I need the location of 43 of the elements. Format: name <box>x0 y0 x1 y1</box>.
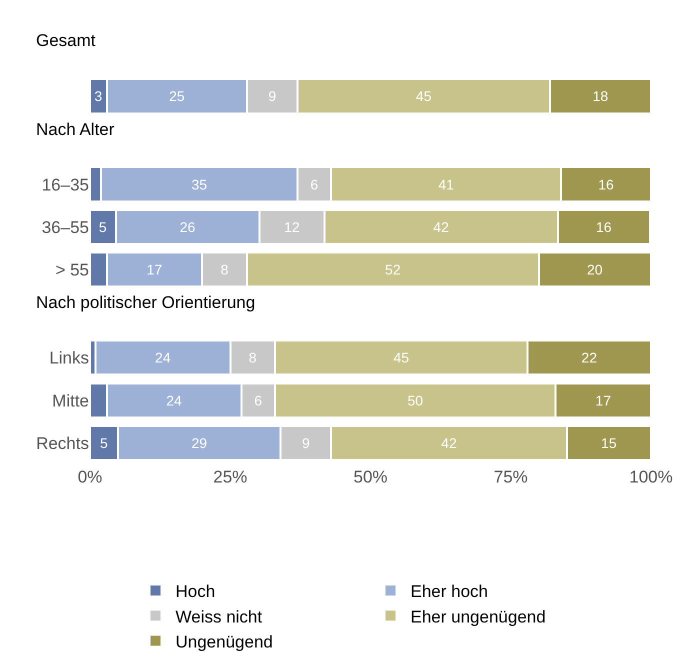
data-label: 52 <box>385 262 401 278</box>
data-label: 16 <box>596 218 612 235</box>
y-tick-label: Mitte <box>52 391 89 410</box>
data-label: 26 <box>180 218 196 235</box>
y-tick-label: 16–35 <box>42 175 89 194</box>
legend-label: Weiss nicht <box>176 607 262 626</box>
legend-label: Eher hoch <box>410 582 488 602</box>
legend-label: Eher ungenügend <box>410 607 546 626</box>
legend-label: Hoch <box>176 582 216 602</box>
data-label: 17 <box>146 262 162 278</box>
chart-title: Nach politischer Orientierung <box>36 293 256 312</box>
data-label: 15 <box>601 434 617 451</box>
data-label: 20 <box>587 262 603 278</box>
y-tick-label: Rechts <box>36 434 89 453</box>
x-tick-label: 25% <box>213 467 248 486</box>
data-label: 42 <box>433 218 450 235</box>
x-tick-label: 0% <box>78 467 102 486</box>
data-label: 5 <box>100 434 108 451</box>
data-label: 24 <box>166 392 182 408</box>
data-label: 22 <box>581 350 598 366</box>
chart-title: Gesamt <box>36 31 96 50</box>
data-label: 29 <box>192 434 208 451</box>
y-tick-label: > 55 <box>55 260 89 280</box>
data-label: 42 <box>441 434 457 451</box>
x-tick-label: 100% <box>629 467 673 486</box>
x-tick-label: 50% <box>353 467 388 486</box>
data-label: 45 <box>393 350 410 366</box>
data-label: 50 <box>407 392 424 408</box>
legend-label: Ungenügend <box>176 632 273 652</box>
data-label: 3 <box>94 88 102 104</box>
data-label: 24 <box>155 350 171 366</box>
y-tick-label: Links <box>49 348 89 368</box>
chart-title: Nach Alter <box>36 120 115 139</box>
data-label: 25 <box>169 88 185 104</box>
data-label: 17 <box>595 392 612 408</box>
data-label: 18 <box>592 88 608 104</box>
data-label: 41 <box>438 176 454 192</box>
data-label: 35 <box>192 176 208 192</box>
data-label: 45 <box>416 88 432 104</box>
y-tick-label: 36–55 <box>42 218 89 237</box>
x-tick-label: 75% <box>494 467 528 486</box>
data-label: 16 <box>598 176 614 192</box>
data-label: 5 <box>98 218 107 235</box>
